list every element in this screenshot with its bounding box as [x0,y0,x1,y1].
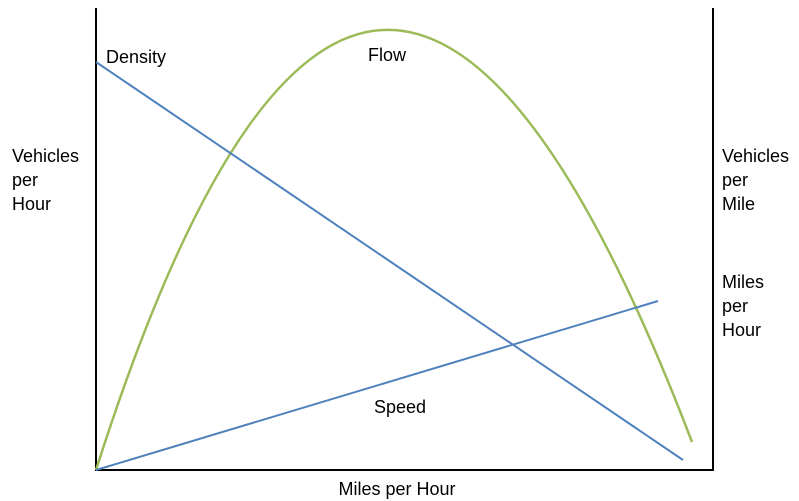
speed-line [95,300,659,471]
density-label: Density [106,47,166,67]
left-axis-label: per [12,170,38,190]
left-axis-label: Vehicles [12,146,79,166]
right-axis-label: per [722,170,748,190]
density-line [95,61,684,461]
flow-label: Flow [368,45,407,65]
left-axis-label: Hour [12,194,51,214]
right-axis-label: Hour [722,320,761,340]
right-axis-label: Mile [722,194,755,214]
flow-curve [94,28,694,471]
speed-label: Speed [374,397,426,417]
right-axis-label: per [722,296,748,316]
right-axis-label: Miles [722,272,764,292]
right-axis-label: Vehicles [722,146,789,166]
bottom-axis-label: Miles per Hour [338,479,455,499]
